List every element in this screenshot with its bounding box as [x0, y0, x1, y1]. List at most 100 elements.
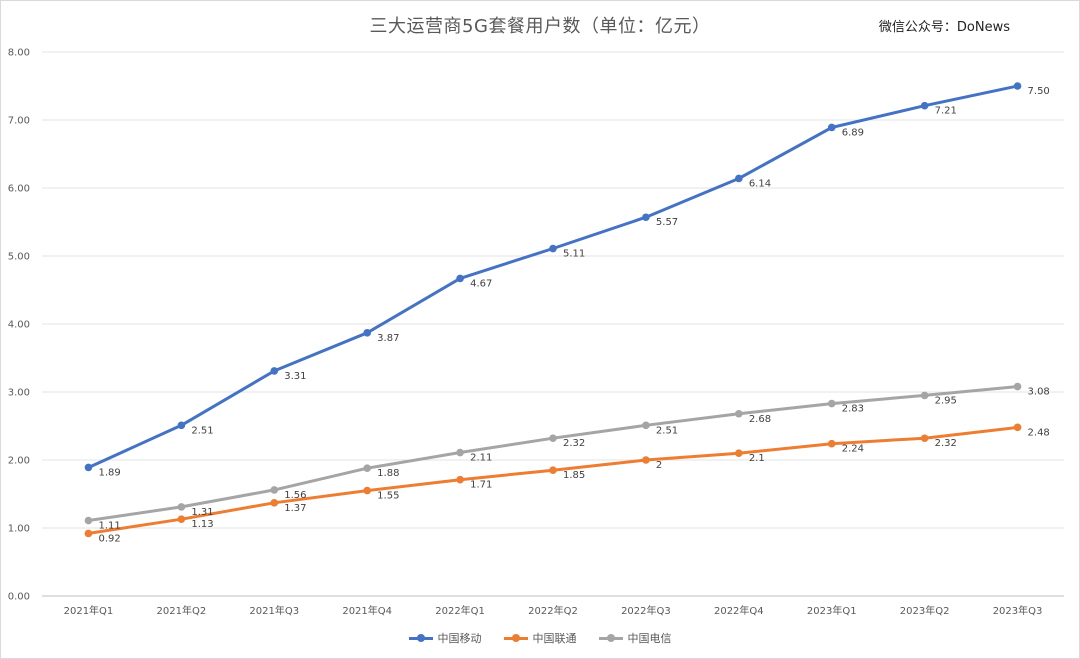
legend-swatch: [503, 633, 528, 642]
data-point: [84, 516, 93, 525]
data-point: [270, 486, 279, 494]
data-label: 0.92: [98, 533, 120, 544]
data-point: [363, 464, 371, 472]
x-tick-label: 2022年Q2: [528, 604, 578, 617]
data-label: 2.32: [563, 438, 585, 449]
series-line: [87, 385, 1019, 522]
data-label: 2.48: [1028, 427, 1050, 438]
data-label: 5.57: [656, 217, 678, 228]
x-tick-label: 2022年Q1: [435, 604, 485, 617]
gridlines: [42, 51, 1064, 597]
x-tick-label: 2021年Q4: [342, 604, 392, 617]
data-label: 3.08: [1028, 387, 1050, 398]
data-point: [549, 434, 557, 443]
data-label: 5.11: [563, 249, 585, 260]
data-label: 1.88: [377, 468, 399, 479]
y-tick-label: 7.00: [8, 116, 30, 127]
data-label: 1.13: [191, 519, 213, 530]
data-point: [84, 463, 93, 472]
legend-swatch: [598, 633, 623, 642]
data-point: [642, 421, 650, 430]
data-label: 2: [656, 460, 662, 471]
y-tick-label: 6.00: [8, 184, 30, 195]
data-point: [920, 391, 929, 400]
data-point: [642, 456, 650, 464]
y-tick-label: 4.00: [8, 320, 30, 331]
series-points: [84, 82, 1022, 538]
data-label: 1.56: [284, 490, 306, 501]
data-label: 1.11: [98, 521, 120, 532]
data-point: [827, 399, 836, 408]
data-point: [177, 421, 186, 430]
data-label: 3.87: [377, 333, 399, 344]
legend-item: 中国移动: [408, 630, 482, 646]
data-point: [920, 434, 929, 443]
data-point: [1013, 382, 1022, 391]
data-point: [549, 244, 557, 253]
data-point: [363, 329, 371, 337]
x-tick-label: 2023年Q3: [993, 604, 1043, 617]
x-tick-label: 2021年Q3: [249, 604, 299, 617]
x-tick-label: 2023年Q1: [807, 604, 857, 617]
data-point: [1013, 423, 1022, 432]
data-point: [735, 449, 743, 458]
data-point: [549, 466, 557, 475]
x-tick-label: 2022年Q3: [621, 604, 671, 617]
data-label: 6.89: [842, 127, 864, 138]
data-point: [735, 409, 743, 418]
y-tick-label: 2.00: [8, 456, 30, 467]
data-label: 2.51: [191, 425, 213, 436]
data-label: 2.1: [749, 453, 765, 464]
data-label: 1.31: [191, 507, 213, 518]
data-point: [827, 123, 836, 132]
data-label: 6.14: [749, 178, 771, 189]
legend-item: 中国电信: [598, 630, 672, 646]
x-tick-label: 2022年Q4: [714, 604, 764, 617]
data-point: [827, 439, 836, 448]
data-label: 2.24: [842, 444, 864, 455]
data-point: [920, 101, 929, 110]
data-point: [735, 174, 743, 183]
x-axis-ticks: 2021年Q1 2021年Q2 2021年Q3 2021年Q4 2022年Q1 2022年…: [64, 604, 1043, 617]
legend-item: 中国联通: [503, 630, 577, 646]
series-lines: [87, 84, 1019, 535]
legend-label: 中国联通: [532, 632, 577, 645]
data-label: 4.67: [470, 278, 492, 289]
x-tick-label: 2023年Q2: [900, 604, 950, 617]
chart-title: 三大运营商5G套餐用户数（单位：亿元）: [369, 16, 711, 37]
data-label: 2.68: [749, 414, 771, 425]
y-tick-label: 0.00: [8, 592, 30, 603]
data-point: [456, 475, 464, 484]
data-point: [1013, 82, 1022, 90]
data-point: [456, 448, 464, 457]
y-axis-ticks: 0.00 1.00 2.00 3.00 4.00 5.00 6.00 7.00 8.00: [8, 48, 30, 603]
data-point: [363, 486, 371, 495]
x-tick-label: 2021年Q1: [64, 604, 114, 617]
data-point: [84, 529, 93, 538]
chart-legend: 中国移动 中国联通 中国电信: [0, 630, 1080, 646]
data-label: 2.95: [935, 395, 957, 406]
watermark: 微信公众号：DoNews: [878, 20, 1010, 35]
legend-label: 中国移动: [437, 632, 482, 645]
data-label: 1.55: [377, 491, 399, 502]
legend-swatch: [408, 633, 433, 642]
data-point: [270, 499, 279, 507]
data-label: 2.51: [656, 425, 678, 436]
data-label: 2.83: [842, 404, 864, 415]
legend-label: 中国电信: [627, 632, 672, 645]
y-tick-label: 1.00: [8, 524, 30, 535]
series-line: [87, 84, 1019, 469]
data-label: 2.11: [470, 453, 492, 464]
data-label: 1.71: [470, 480, 492, 491]
data-label: 3.31: [284, 371, 306, 382]
data-label: 1.37: [284, 503, 306, 514]
data-point: [270, 367, 279, 375]
y-tick-label: 8.00: [8, 48, 30, 59]
y-tick-label: 3.00: [8, 388, 30, 399]
data-label: 2.32: [935, 438, 957, 449]
data-point: [177, 515, 186, 523]
data-label: 7.50: [1028, 86, 1050, 97]
y-tick-label: 5.00: [8, 252, 30, 263]
